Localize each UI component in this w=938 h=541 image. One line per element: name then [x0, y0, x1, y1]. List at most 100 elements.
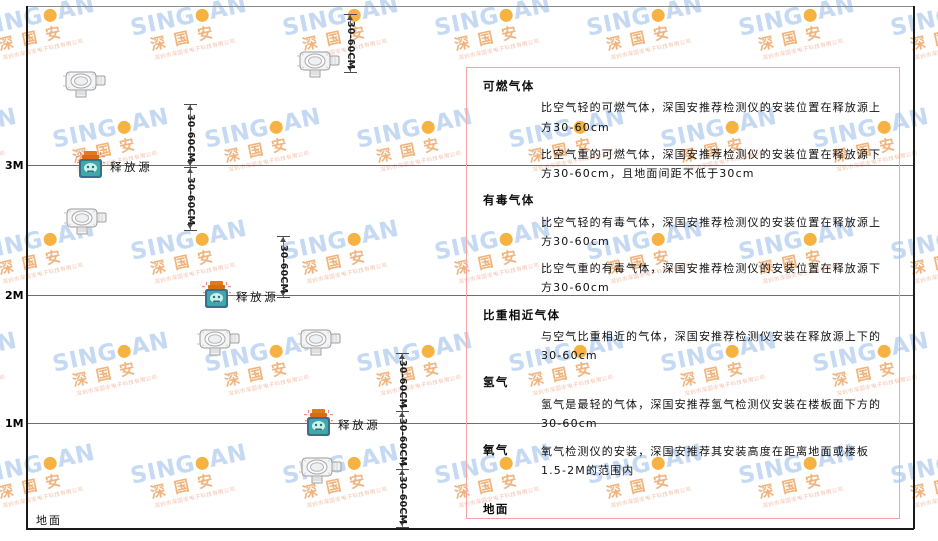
panel-section: 氧气 氧气检测仪的安装，深国安推荐其安装高度在距离地面或楼板1.5-2M的范围内	[483, 442, 885, 481]
dimension-tick	[344, 72, 357, 73]
panel-section-body: 与空气比重相近的气体，深国安推荐检测仪安装在释放源上下的30-60cm	[541, 327, 885, 366]
watermark-dot-icon	[346, 455, 363, 472]
panel-section-heading: 氢气	[483, 375, 509, 390]
watermark-subtitle: 深圳市深国安电子科技有限公司	[0, 374, 7, 398]
watermark-subtitle: 深圳市深国安电子科技有限公司	[2, 38, 85, 62]
dimension-arrow-down	[187, 161, 193, 166]
watermark-subtitle: 深圳市深国安电子科技有限公司	[914, 38, 938, 62]
release-source	[304, 408, 334, 440]
watermark-brand-cn: 深国安	[70, 357, 146, 391]
release-source-label: 释放源	[338, 418, 381, 432]
gas-detector	[296, 46, 342, 82]
gas-detector-icon	[63, 71, 106, 98]
panel-paragraph: 氧气检测仪的安装，深国安推荐其安装高度在距离地面或楼板1.5-2M的范围内	[541, 445, 870, 478]
watermark-dot-icon	[268, 343, 285, 360]
dimension-label: 30-60CM	[397, 476, 408, 525]
dimension-arrow-up	[399, 412, 405, 417]
ground-line	[26, 528, 914, 530]
watermark-dot-icon	[420, 343, 437, 360]
panel-section: 氢气氢气是最轻的气体，深国安推荐氢气检测仪安装在楼板面下方的30-60cm	[483, 374, 885, 433]
watermark-dot-icon	[194, 7, 211, 24]
watermark-subtitle: 深圳市深国安电子科技有限公司	[914, 262, 938, 286]
dimension-column: 30-60CM 30-60CM 30-60CM	[396, 353, 409, 528]
watermark-brand-cn: 深国安	[452, 21, 528, 55]
dimension-column: 30-60CM	[277, 236, 290, 298]
watermark-brand-cn: 深国安	[604, 21, 680, 55]
gas-detector-icon	[197, 329, 240, 356]
panel-section-heading: 有毒气体	[483, 193, 535, 208]
dimension-tick	[396, 469, 409, 470]
watermark-subtitle: 深圳市深国安电子科技有限公司	[914, 486, 938, 510]
gas-detector-icon	[298, 329, 341, 356]
dimension-arrow-down	[399, 521, 405, 526]
dimension-tick	[396, 411, 409, 412]
panel-section: 有毒气体 比空气轻的有毒气体，深国安推荐检测仪的安装位置在释放源上方30-60cm…	[483, 192, 885, 297]
watermark-dot-icon	[116, 119, 133, 136]
dimension-arrow-up	[399, 354, 405, 359]
panel-paragraph: 比空气轻的有毒气体，深国安推荐检测仪的安装位置在释放源上方30-60cm	[541, 215, 882, 248]
vertical-axis-right	[913, 6, 915, 529]
release-source-icon	[76, 151, 105, 178]
dimension-tick	[277, 236, 290, 237]
level-line-2m	[27, 295, 913, 296]
level-line-3m	[27, 165, 913, 166]
watermark-dot-icon	[42, 231, 59, 248]
panel-section: 可燃气体 比空气轻的可燃气体，深国安推荐检测仪的安装位置在释放源上方30-60cm…	[483, 78, 885, 183]
panel-sections: 可燃气体 比空气轻的可燃气体，深国安推荐检测仪的安装位置在释放源上方30-60cm…	[483, 78, 885, 518]
panel-paragraph: 比空气重的有毒气体，深国安推荐检测仪的安装位置在释放源下方30-60cm	[541, 262, 882, 295]
watermark-subtitle: 深圳市深国安电子科技有限公司	[154, 38, 237, 62]
watermark-brand-cn: 深国安	[0, 21, 72, 55]
release-source-icon	[304, 409, 333, 436]
gas-detector	[63, 203, 109, 239]
ground-label: 地面	[36, 514, 62, 527]
gas-detector	[297, 324, 343, 360]
gas-detector	[62, 66, 108, 102]
dimension-label: 30-60CM	[345, 21, 356, 70]
dimension-label: 30-60CM	[278, 244, 289, 293]
dimension-stem	[350, 14, 351, 72]
dimension-arrow-down	[399, 463, 405, 468]
watermark-dot-icon	[346, 231, 363, 248]
gas-detector	[196, 324, 242, 360]
panel-paragraph: 比空气轻的可燃气体，深国安推荐检测仪的安装位置在释放源上方30-60cm	[541, 101, 882, 134]
watermark-brand-cn: 深国安	[756, 21, 832, 55]
watermark-subtitle: 深圳市深国安电子科技有限公司	[610, 38, 693, 62]
watermark-dot-icon	[42, 7, 59, 24]
dimension-arrow-up	[347, 15, 353, 20]
level-label-1m: 1M	[5, 417, 24, 430]
dimension-arrow-down	[280, 291, 286, 296]
panel-paragraph: 氢气是最轻的气体，深国安推荐氢气检测仪安装在楼板面下方的30-60cm	[541, 397, 882, 430]
watermark-brand-cn: 深国安	[148, 245, 224, 279]
watermark-subtitle: 深圳市深国安电子科技有限公司	[76, 374, 159, 398]
watermark-subtitle: 深圳市深国安电子科技有限公司	[228, 374, 311, 398]
level-label-2m: 2M	[5, 289, 24, 302]
panel-paragraph: 比空气重的可燃气体，深国安推荐检测仪的安装位置在释放源下方30-60cm，且地面…	[541, 147, 882, 180]
release-source-icon	[202, 281, 231, 308]
watermark-subtitle: 深圳市深国安电子科技有限公司	[2, 262, 85, 286]
watermark-brand-cn: 深国安	[148, 21, 224, 55]
watermark-brand-cn: 深国安	[0, 469, 72, 503]
dimension-stem	[283, 236, 284, 297]
watermark-subtitle: 深圳市深国安电子科技有限公司	[306, 262, 389, 286]
watermark-dot-icon	[498, 7, 515, 24]
dimension-tick	[396, 527, 409, 528]
dimension-tick	[184, 230, 197, 231]
dimension-tick	[396, 353, 409, 354]
dimension-stem	[402, 353, 403, 527]
panel-section-body: 比空气轻的有毒气体，深国安推荐检测仪的安装位置在释放源上方30-60cm 比空气重…	[541, 213, 885, 298]
gas-detector-icon	[299, 457, 342, 484]
panel-section-body: 比空气轻的可燃气体，深国安推荐检测仪的安装位置在释放源上方30-60cm 比空气重…	[541, 98, 885, 183]
watermark-dot-icon	[194, 231, 211, 248]
